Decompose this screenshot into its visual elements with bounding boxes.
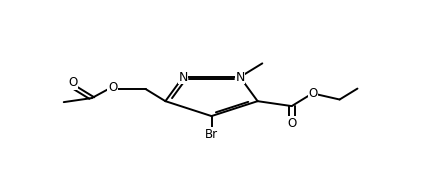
Text: O: O	[308, 87, 318, 100]
Text: N: N	[235, 70, 244, 84]
Text: O: O	[69, 76, 78, 89]
Text: O: O	[287, 117, 297, 130]
Text: O: O	[108, 81, 117, 94]
Text: N: N	[179, 70, 188, 84]
Text: Br: Br	[205, 128, 218, 141]
